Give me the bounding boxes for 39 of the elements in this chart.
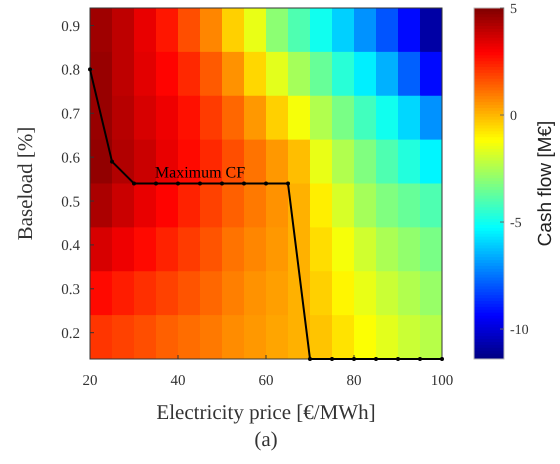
x-tick-label: 20 [82,373,98,389]
color-bar-label: -10 [510,322,529,338]
point [264,182,268,186]
x-tick-label: 40 [170,373,186,389]
y-tick-label: 0.2 [61,326,80,342]
color-bar-label: 5 [510,2,517,17]
color-bar-label: -5 [510,216,522,231]
color-bar-label: 0 [510,108,517,124]
point [220,182,224,186]
y-tick-label: 0.9 [61,18,80,35]
point [308,357,312,361]
x-tick-label: 60 [258,373,274,389]
point [440,357,444,361]
point [110,160,114,164]
point [176,182,180,186]
point [154,182,158,186]
y-tick-label: 0.6 [61,150,80,166]
x-tick-label: 100 [430,373,454,389]
y-axis-title: Baseload [%] [13,126,37,240]
x-axis-title: Electricity price [€/MWh] [156,400,376,424]
y-tick-label: 0.8 [61,62,80,79]
point [132,182,136,186]
point [418,357,422,361]
point [396,357,400,361]
point [242,182,246,186]
point [330,357,334,361]
y-tick-label: 0.3 [61,282,80,298]
point [88,67,92,72]
y-tick-label: 0.4 [61,238,80,254]
annotation: Maximum CF [154,164,246,182]
point [352,357,356,361]
text: (a) [254,427,278,451]
point [374,357,378,361]
y-tick-label: 0.7 [61,106,80,123]
point [198,182,202,186]
color-bar-title: Cash flow [M€] [535,120,556,246]
x-tick-label: 80 [346,373,362,389]
point [286,182,290,186]
y-tick-label: 0.5 [61,194,80,210]
